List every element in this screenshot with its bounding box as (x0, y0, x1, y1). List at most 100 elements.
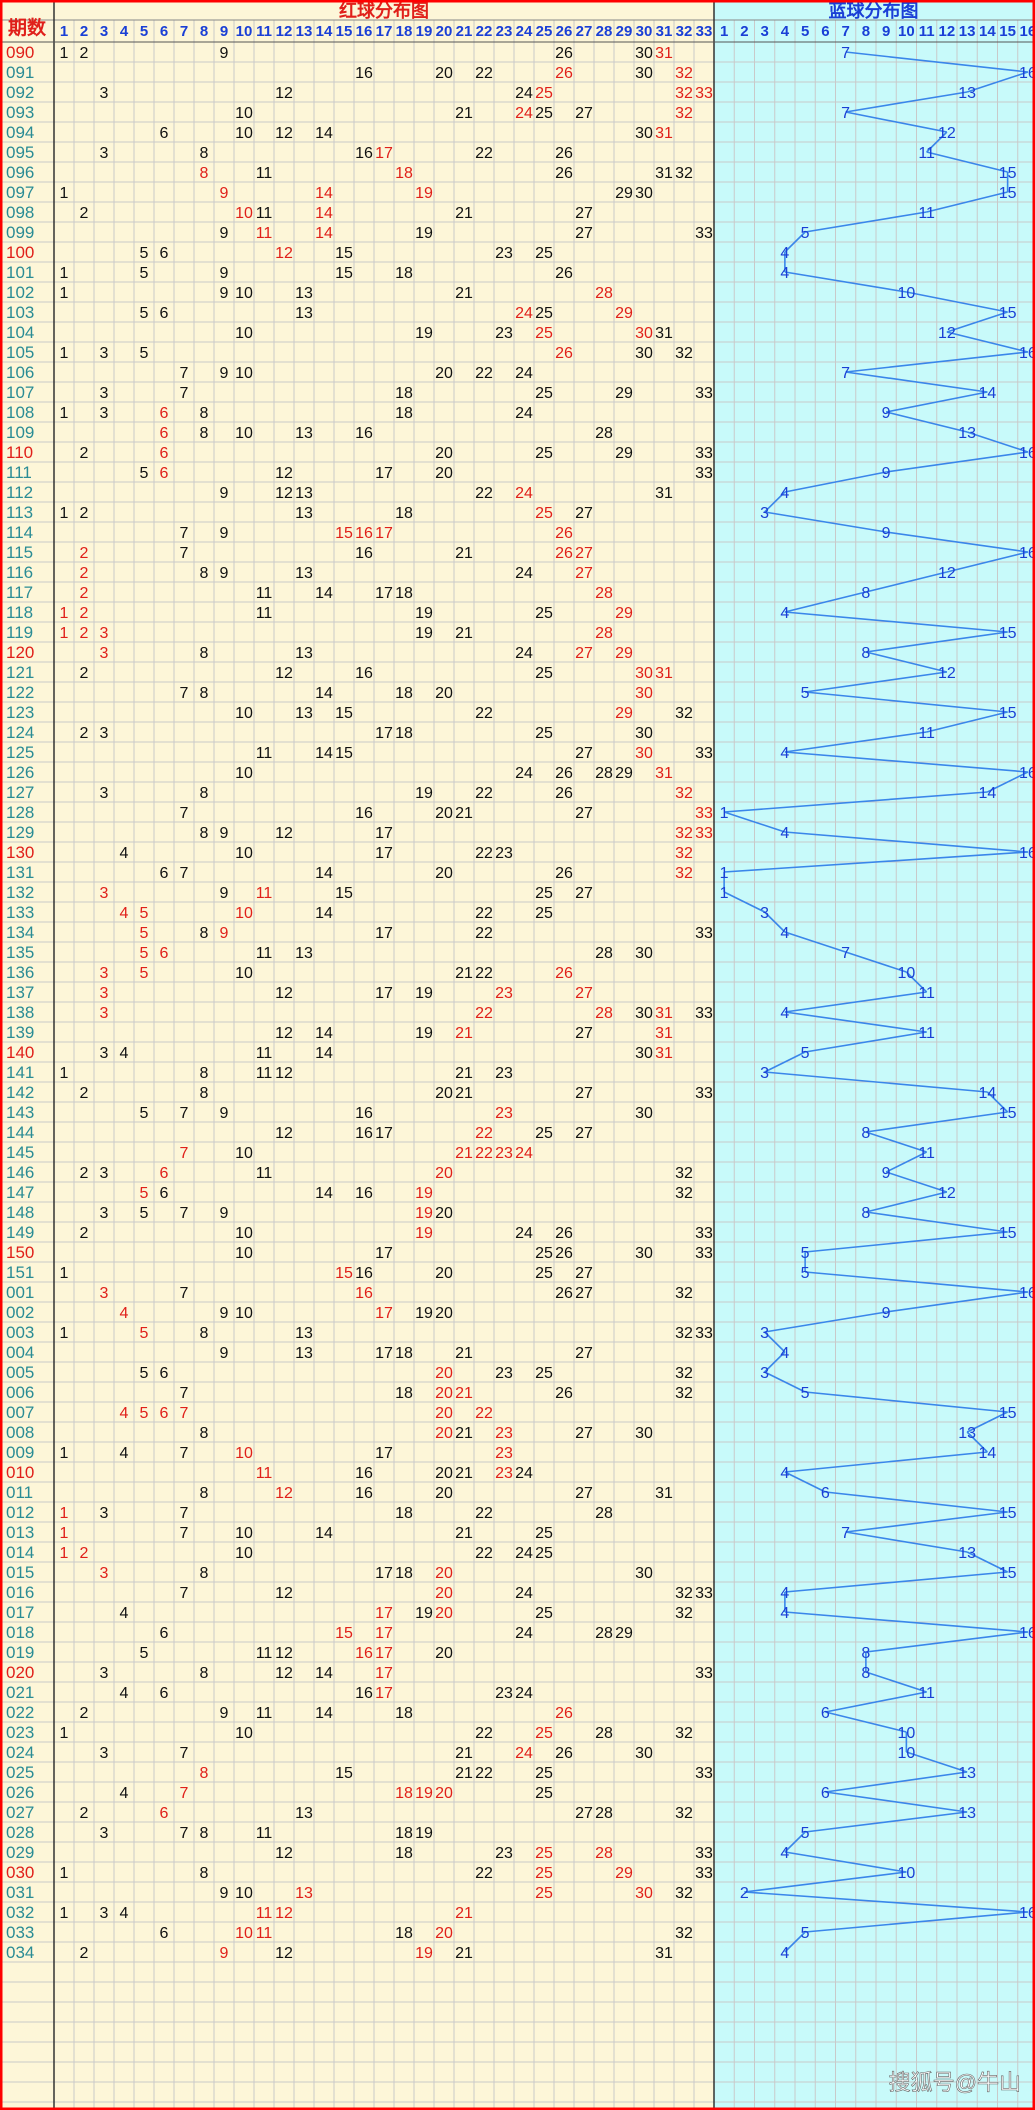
period-label: 115 (6, 543, 33, 562)
red-ball-number: 16 (355, 65, 373, 82)
red-ball-number-repeat: 3 (100, 1565, 109, 1582)
blue-ball-number: 4 (780, 825, 789, 842)
red-column-header: 11 (256, 23, 272, 40)
blue-ball-number: 13 (958, 1805, 976, 1822)
period-label: 142 (6, 1083, 34, 1102)
blue-ball-number: 5 (801, 1265, 810, 1282)
red-ball-number: 8 (200, 425, 209, 442)
blue-trend-segment (825, 1771, 968, 1793)
red-ball-number: 30 (635, 1565, 653, 1582)
blue-ball-number: 15 (999, 1565, 1017, 1582)
red-ball-number: 22 (475, 845, 493, 862)
red-ball-number: 8 (200, 145, 209, 162)
red-ball-number: 21 (455, 1465, 473, 1482)
red-ball-number: 19 (415, 785, 433, 802)
red-ball-number: 18 (395, 1925, 413, 1942)
blue-trend-segment (723, 811, 786, 833)
red-column-header: 27 (576, 23, 593, 40)
red-ball-number: 22 (475, 785, 493, 802)
red-ball-number: 14 (315, 1705, 333, 1722)
blue-ball-number: 13 (958, 1425, 976, 1442)
red-ball-number: 19 (415, 1305, 433, 1322)
red-ball-number-repeat: 28 (595, 585, 613, 602)
red-ball-number: 3 (100, 1905, 109, 1922)
blue-ball-number: 4 (780, 1345, 789, 1362)
red-ball-number-repeat: 25 (535, 1865, 553, 1882)
red-ball-number: 8 (200, 1065, 209, 1082)
red-ball-number: 30 (635, 1745, 653, 1762)
red-ball-number-repeat: 20 (435, 1585, 453, 1602)
red-column-header: 25 (536, 23, 553, 40)
red-column-header: 22 (476, 23, 493, 40)
red-ball-number: 3 (100, 725, 109, 742)
blue-ball-number: 13 (958, 85, 976, 102)
blue-ball-number: 3 (760, 1365, 769, 1382)
period-label: 121 (6, 663, 34, 682)
blue-ball-numbers: 7161371211151511544101512167149131694391… (720, 45, 1035, 1962)
red-ball-number: 6 (160, 865, 169, 882)
red-ball-number: 5 (140, 265, 149, 282)
red-ball-number: 29 (615, 385, 633, 402)
red-ball-number: 28 (595, 1805, 613, 1822)
blue-trend-segment (865, 631, 1008, 653)
red-ball-number-repeat: 1 (60, 1545, 69, 1562)
red-ball-number: 8 (200, 925, 209, 942)
red-ball-number: 12 (275, 1645, 293, 1662)
red-ball-number: 27 (575, 1345, 593, 1362)
red-ball-number-repeat: 32 (675, 65, 693, 82)
red-ball-number: 25 (535, 1605, 553, 1622)
blue-trend-segment (825, 1691, 927, 1713)
blue-trend-segment (784, 1011, 927, 1033)
red-ball-number: 6 (160, 1625, 169, 1642)
red-ball-number: 30 (635, 65, 653, 82)
blue-ball-number: 10 (897, 965, 915, 982)
period-label: 007 (6, 1403, 34, 1422)
red-ball-number: 1 (60, 1865, 69, 1882)
red-ball-number: 10 (235, 1545, 253, 1562)
period-label: 032 (6, 1903, 34, 1922)
red-column-header: 9 (220, 23, 228, 40)
red-ball-number-repeat: 9 (220, 185, 229, 202)
red-ball-number: 18 (395, 685, 413, 702)
red-ball-number-repeat: 32 (675, 845, 693, 862)
period-label: 136 (6, 963, 34, 982)
period-label: 027 (6, 1803, 34, 1822)
red-ball-number-repeat: 10 (235, 1445, 253, 1462)
red-ball-number: 16 (355, 1485, 373, 1502)
red-ball-number-repeat: 32 (675, 85, 693, 102)
red-ball-number: 8 (200, 825, 209, 842)
period-label: 114 (6, 523, 33, 542)
red-ball-number: 30 (635, 1425, 653, 1442)
blue-trend-segment (764, 1311, 887, 1333)
period-label: 139 (6, 1023, 34, 1042)
red-ball-number: 8 (200, 405, 209, 422)
red-ball-number: 9 (220, 225, 229, 242)
blue-zone-background (714, 0, 1035, 2110)
red-ball-number: 23 (495, 845, 513, 862)
red-ball-number: 3 (100, 145, 109, 162)
red-ball-number: 24 (515, 85, 533, 102)
red-ball-number: 23 (495, 245, 513, 262)
red-ball-number-repeat: 26 (555, 345, 573, 362)
red-zone-background (54, 0, 714, 2110)
watermark-text: 搜狐号@牛山 (889, 2070, 1021, 2095)
red-ball-number-repeat: 12 (275, 245, 293, 262)
red-ball-number: 7 (180, 1205, 189, 1222)
red-column-header: 21 (456, 23, 473, 40)
red-ball-number: 32 (675, 1925, 693, 1942)
red-ball-number-repeat: 7 (180, 1145, 189, 1162)
blue-trend-segment (784, 1851, 907, 1873)
red-ball-number: 21 (455, 1945, 473, 1962)
red-ball-number: 10 (235, 1145, 253, 1162)
red-ball-number: 3 (100, 1205, 109, 1222)
red-ball-number: 27 (575, 1265, 593, 1282)
red-ball-number: 25 (535, 385, 553, 402)
red-ball-number: 21 (455, 545, 473, 562)
red-ball-number: 10 (235, 765, 253, 782)
red-ball-number: 10 (235, 285, 253, 302)
blue-ball-number: 15 (999, 1405, 1017, 1422)
blue-ball-number: 15 (999, 705, 1017, 722)
red-ball-number: 24 (515, 1225, 533, 1242)
red-ball-number: 20 (435, 1305, 453, 1322)
red-ball-number-repeat: 1 (60, 605, 69, 622)
